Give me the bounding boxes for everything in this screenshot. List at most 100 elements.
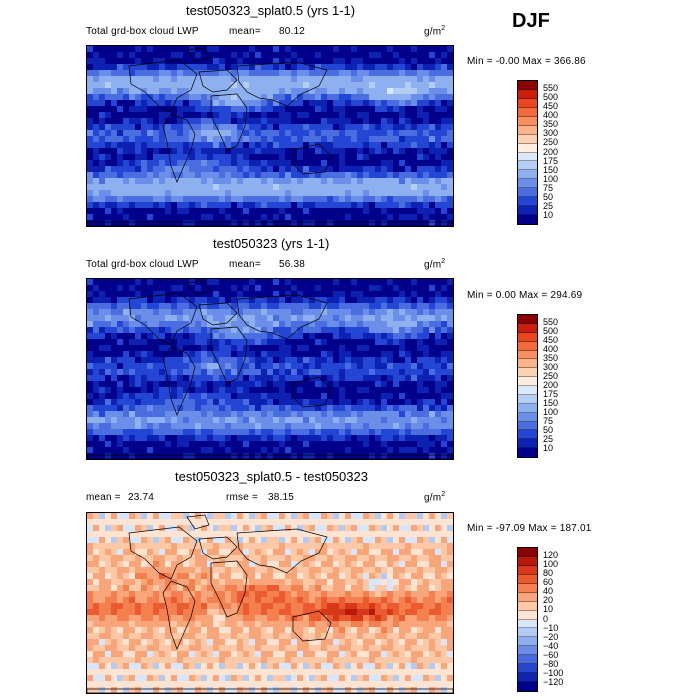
field-cell — [231, 172, 238, 179]
field-cell — [303, 136, 310, 143]
field-cell — [123, 315, 130, 322]
field-cell — [375, 166, 382, 173]
field-cell — [165, 279, 172, 286]
field-cell — [405, 339, 412, 346]
field-cell — [171, 597, 178, 604]
field-cell — [303, 387, 310, 394]
field-cell — [393, 513, 400, 520]
field-cell — [99, 423, 106, 430]
field-cell — [207, 142, 214, 149]
field-cell — [387, 429, 394, 436]
field-cell — [327, 327, 334, 334]
field-cell — [207, 124, 214, 131]
field-cell — [399, 399, 406, 406]
field-cell — [399, 118, 406, 125]
field-cell — [381, 190, 388, 197]
field-cell — [261, 154, 268, 161]
field-cell — [327, 106, 334, 113]
field-cell — [207, 435, 214, 442]
field-cell — [225, 160, 232, 167]
field-cell — [141, 178, 148, 185]
field-cell — [165, 64, 172, 71]
field-cell — [327, 531, 334, 538]
field-cell — [117, 64, 124, 71]
field-cell — [237, 417, 244, 424]
field-cell — [345, 627, 352, 634]
field-cell — [183, 363, 190, 370]
field-cell — [111, 196, 118, 203]
field-cell — [129, 172, 136, 179]
field-cell — [267, 387, 274, 394]
field-cell — [381, 381, 388, 388]
field-cell — [99, 537, 106, 544]
field-cell — [309, 315, 316, 322]
field-cell — [393, 70, 400, 77]
field-cell — [141, 297, 148, 304]
field-cell — [129, 369, 136, 376]
field-cell — [261, 76, 268, 83]
field-cell — [369, 621, 376, 628]
field-cell — [405, 555, 412, 562]
field-cell — [249, 154, 256, 161]
field-cell — [225, 112, 232, 119]
field-cell — [219, 106, 226, 113]
field-cell — [153, 561, 160, 568]
field-cell — [435, 82, 442, 89]
field-cell — [381, 435, 388, 442]
field-cell — [339, 627, 346, 634]
field-cell — [333, 214, 340, 221]
field-cell — [399, 166, 406, 173]
field-cell — [87, 202, 94, 209]
field-cell — [213, 160, 220, 167]
field-cell — [357, 525, 364, 532]
field-cell — [417, 591, 424, 598]
field-cell — [297, 585, 304, 592]
field-cell — [195, 561, 202, 568]
field-cell — [87, 441, 94, 448]
field-cell — [375, 441, 382, 448]
field-cell — [357, 513, 364, 520]
field-cell — [435, 130, 442, 137]
field-cell — [291, 609, 298, 616]
field-cell — [411, 214, 418, 221]
colorbar-tick-label: 550 — [543, 317, 559, 327]
field-cell — [411, 166, 418, 173]
field-cell — [399, 627, 406, 634]
field-cell — [285, 621, 292, 628]
field-cell — [165, 70, 172, 77]
field-cell — [309, 525, 316, 532]
field-cell — [285, 148, 292, 155]
field-cell — [111, 441, 118, 448]
field-cell — [231, 537, 238, 544]
field-cell — [183, 615, 190, 622]
field-cell — [429, 363, 436, 370]
field-cell — [273, 118, 280, 125]
field-cell — [171, 118, 178, 125]
field-cell — [171, 214, 178, 221]
field-cell — [417, 106, 424, 113]
field-cell — [135, 202, 142, 209]
field-cell — [417, 609, 424, 616]
field-cell — [87, 375, 94, 382]
field-cell — [441, 178, 448, 185]
field-cell — [363, 405, 370, 412]
field-cell — [135, 58, 142, 65]
field-cell — [225, 549, 232, 556]
field-cell — [345, 64, 352, 71]
field-cell — [267, 279, 274, 286]
field-cell — [363, 327, 370, 334]
field-cell — [249, 441, 256, 448]
field-cell — [93, 166, 100, 173]
field-cell — [369, 609, 376, 616]
field-cell — [171, 573, 178, 580]
field-cell — [297, 339, 304, 346]
field-cell — [105, 375, 112, 382]
field-cell — [363, 106, 370, 113]
field-cell — [267, 196, 274, 203]
field-cell — [429, 130, 436, 137]
field-cell — [339, 142, 346, 149]
field-cell — [381, 411, 388, 418]
field-cell — [267, 555, 274, 562]
field-cell — [93, 603, 100, 610]
field-cell — [141, 184, 148, 191]
